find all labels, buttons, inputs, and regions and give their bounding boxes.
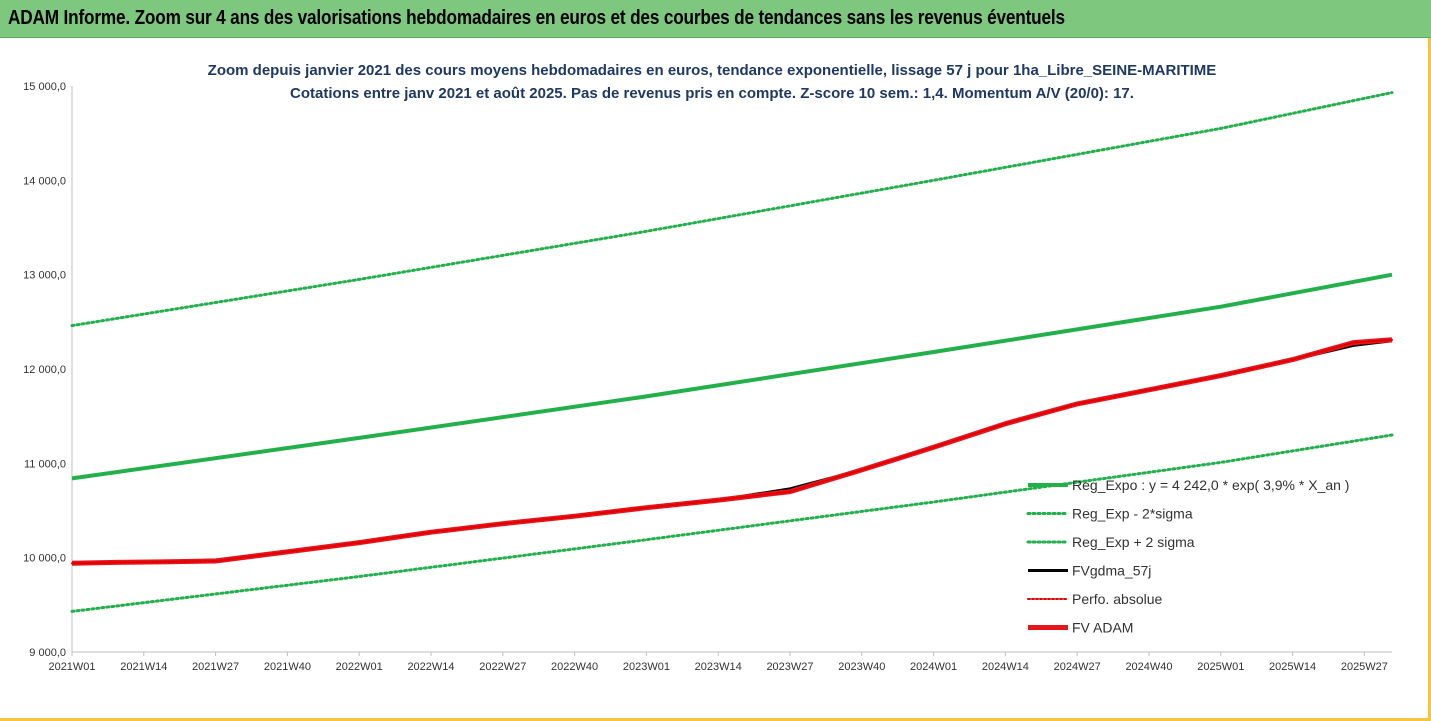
report-banner-title: ADAM Informe. Zoom sur 4 ans des valoris… xyxy=(8,7,1065,29)
x-tick-label: 2024W40 xyxy=(1125,661,1172,673)
x-tick-label: 2021W27 xyxy=(192,661,239,673)
x-tick-label: 2022W27 xyxy=(479,661,526,673)
x-tick-label: 2021W14 xyxy=(120,661,167,673)
x-tick-label: 2023W01 xyxy=(623,661,670,673)
x-tick-label: 2023W27 xyxy=(766,661,813,673)
x-tick-label: 2025W01 xyxy=(1197,661,1244,673)
series-line-2 xyxy=(70,91,1394,328)
chart-series xyxy=(70,91,1394,613)
y-tick-label: 11 000,0 xyxy=(24,458,66,470)
series-line-4 xyxy=(71,338,1393,565)
y-axis-ticks: 9 000,0 10 000,0 11 000,0 12 000,0 13 000,0 1… xyxy=(23,81,66,659)
y-tick-label: 12 000,0 xyxy=(23,364,66,376)
y-tick-label: 10 000,0 xyxy=(23,553,66,565)
legend-label-1: Reg_Exp - 2*sigma xyxy=(1072,506,1193,522)
x-axis-ticks: 2021W01 2021W14 2021W27 2021W40 2022W01 2022W… xyxy=(48,652,1388,673)
x-tick-label: 2023W14 xyxy=(695,661,742,673)
chart-frame: Zoom depuis janvier 2021 des cours moyen… xyxy=(0,38,1431,721)
legend-label-4: Perfo. absolue xyxy=(1072,591,1162,607)
series-line-0 xyxy=(71,272,1393,481)
x-tick-label: 2024W14 xyxy=(982,661,1029,673)
x-tick-label: 2021W40 xyxy=(264,661,311,673)
x-tick-label: 2024W01 xyxy=(910,661,957,673)
x-tick-label: 2022W40 xyxy=(551,661,598,673)
chart-legend: Reg_Expo : y = 4 242,0 * exp( 3,9% * X_a… xyxy=(1026,477,1349,636)
series-line-1 xyxy=(70,433,1394,613)
y-tick-label: 13 000,0 xyxy=(23,270,66,282)
chart-axes xyxy=(71,86,1392,653)
x-tick-label: 2022W14 xyxy=(407,661,454,673)
y-tick-label: 9 000,0 xyxy=(29,647,66,659)
x-tick-label: 2023W40 xyxy=(838,661,885,673)
legend-label-5: FV ADAM xyxy=(1072,620,1133,636)
legend-label-2: Reg_Exp + 2 sigma xyxy=(1072,534,1195,550)
y-tick-label: 15 000,0 xyxy=(23,81,66,93)
chart-title: Zoom depuis janvier 2021 des cours moyen… xyxy=(208,62,1217,79)
y-tick-label: 14 000,0 xyxy=(23,175,66,187)
legend-label-0: Reg_Expo : y = 4 242,0 * exp( 3,9% * X_a… xyxy=(1072,477,1349,493)
x-tick-label: 2025W27 xyxy=(1341,661,1388,673)
x-tick-label: 2021W01 xyxy=(48,661,95,673)
legend-label-3: FVgdma_57j xyxy=(1072,563,1151,579)
x-tick-label: 2024W27 xyxy=(1054,661,1101,673)
trend-line-chart: Zoom depuis janvier 2021 des cours moyen… xyxy=(23,62,1394,673)
x-tick-label: 2025W14 xyxy=(1269,661,1316,673)
report-banner: ADAM Informe. Zoom sur 4 ans des valoris… xyxy=(0,0,1431,38)
x-tick-label: 2022W01 xyxy=(336,661,383,673)
chart-subtitle: Cotations entre janv 2021 et août 2025. … xyxy=(290,85,1134,102)
